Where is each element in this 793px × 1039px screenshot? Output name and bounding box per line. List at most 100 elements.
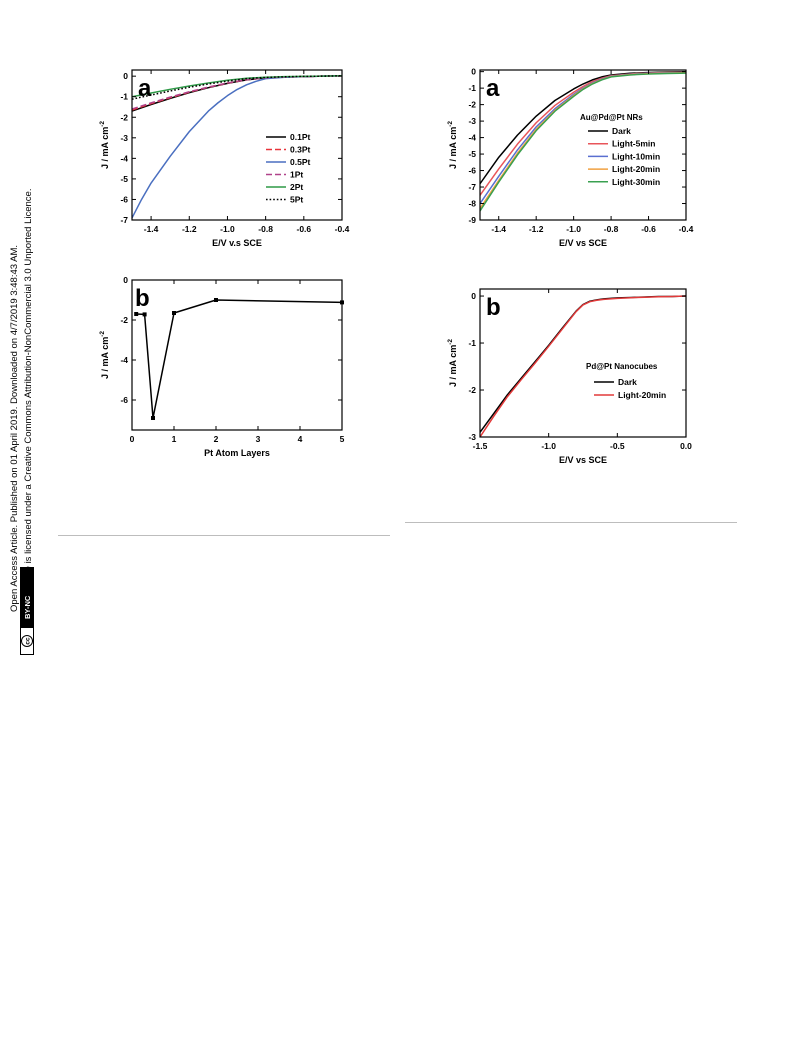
y-axis-label-superscript: -2 <box>99 121 106 127</box>
y-tick-label-3: -3 <box>468 432 476 442</box>
data-point-3 <box>172 311 176 315</box>
legend-entry-1: 0.3Pt <box>290 145 310 155</box>
x-tick-label-5: 5 <box>340 434 345 444</box>
y-tick-label-1: -1 <box>468 83 476 93</box>
notice-line-1: Open Access Article. Published on 01 Apr… <box>9 245 20 612</box>
legend-entry-0: Dark <box>618 377 637 387</box>
y-axis-label-superscript: -2 <box>447 121 454 127</box>
panel-label: a <box>486 75 500 102</box>
x-axis-label: E/V vs SCE <box>559 455 607 465</box>
y-tick-label-2: -2 <box>468 385 476 395</box>
y-tick-label-0: 0 <box>471 291 476 301</box>
series-line-4 <box>132 75 342 98</box>
y-axis-label: J / mA cm-2 <box>99 121 110 169</box>
y-tick-label-5: -5 <box>468 149 476 159</box>
series-line-0 <box>136 299 342 419</box>
y-tick-label-0: 0 <box>123 275 128 285</box>
x-tick-label-2: -1.0 <box>220 224 235 234</box>
x-tick-label-2: -1.0 <box>566 224 581 234</box>
y-tick-label-2: -2 <box>120 112 128 122</box>
x-tick-label-3: -0.8 <box>604 224 619 234</box>
y-tick-label-9: -9 <box>468 215 476 225</box>
legend-entry-3: 1Pt <box>290 170 303 180</box>
x-tick-label-1: -1.2 <box>529 224 544 234</box>
y-axis-label-superscript: -2 <box>447 339 454 345</box>
notice-line-2: This article is licensed under a Creativ… <box>23 189 34 612</box>
data-point-4 <box>214 298 218 302</box>
y-tick-label-3: -6 <box>120 395 128 405</box>
panel-label: b <box>135 285 150 312</box>
y-axis-label-text: J / mA cm <box>100 337 110 379</box>
cc-icon <box>21 635 33 647</box>
data-point-0 <box>134 312 139 316</box>
y-tick-label-5: -5 <box>120 174 128 184</box>
y-axis-label: J / mA cm-2 <box>447 121 458 169</box>
plot-frame <box>131 69 343 221</box>
legend-entry-1: Light-5min <box>612 139 655 149</box>
x-tick-label-1: -1.0 <box>541 441 556 451</box>
series-line-3 <box>132 75 342 110</box>
x-tick-label-0: -1.5 <box>473 441 488 451</box>
y-tick-label-1: -2 <box>120 315 128 325</box>
cc-license-badge[interactable]: cc BY-NC <box>20 567 34 655</box>
y-tick-label-4: -4 <box>120 153 128 163</box>
series-line-5 <box>132 75 342 100</box>
legend-entry-5: 5Pt <box>290 195 303 205</box>
x-tick-label-0: -1.4 <box>144 224 159 234</box>
y-tick-label-0: 0 <box>123 71 128 81</box>
y-tick-label-1: -1 <box>120 92 128 102</box>
x-axis-label: E/V v.s SCE <box>212 238 262 248</box>
left-column-divider <box>58 535 390 536</box>
x-axis-label: E/V vs SCE <box>559 238 607 248</box>
chart-right-b: -1.5 -1.0 -0.5 0.0 0 -1 -2 -3 E/V vs SCE J / mA c… <box>447 288 692 465</box>
x-tick-label-5: -0.4 <box>335 224 350 234</box>
x-tick-label-3: -0.8 <box>258 224 273 234</box>
legend: Au@Pd@Pt NRs Dark Light-5min Light-10min Lig… <box>580 113 660 187</box>
y-axis-label-text: J / mA cm <box>448 345 458 387</box>
legend-entry-2: 0.5Pt <box>290 157 310 167</box>
y-tick-label-0: 0 <box>471 67 476 77</box>
legend-title: Au@Pd@Pt NRs <box>580 113 643 122</box>
x-tick-label-3: 3 <box>256 434 261 444</box>
series-line-1 <box>480 295 686 437</box>
panel-label: b <box>486 294 501 321</box>
legend: Pd@Pt Nanocubes Dark Light-20min <box>586 362 666 400</box>
x-tick-label-1: -1.2 <box>182 224 197 234</box>
right-column-divider <box>405 522 737 523</box>
y-axis-label-text: J / mA cm <box>448 127 458 169</box>
legend-title: Pd@Pt Nanocubes <box>586 362 658 371</box>
x-tick-label-4: -0.6 <box>641 224 656 234</box>
x-axis-label: Pt Atom Layers <box>204 448 270 458</box>
x-tick-label-4: 4 <box>298 434 303 444</box>
legend-entry-0: 0.1Pt <box>290 132 310 142</box>
x-tick-label-0: -1.4 <box>491 224 506 234</box>
legend-entry-0: Dark <box>612 126 631 136</box>
x-tick-label-4: -0.6 <box>296 224 311 234</box>
legend-entry-4: Light-30min <box>612 177 660 187</box>
y-axis-label-text: J / mA cm <box>100 127 110 169</box>
plot-frame <box>479 288 687 438</box>
series-line-4 <box>480 72 686 212</box>
data-point-1 <box>142 312 147 317</box>
y-tick-label-6: -6 <box>120 194 128 204</box>
open-access-notice: Open Access Article. Published on 01 Apr… <box>9 189 34 655</box>
y-tick-label-3: -3 <box>120 133 128 143</box>
y-tick-label-2: -4 <box>120 355 128 365</box>
by-nc-label: BY-NC <box>23 595 32 619</box>
legend-entry-2: Light-10min <box>612 151 660 161</box>
x-tick-label-0: 0 <box>130 434 135 444</box>
y-tick-label-1: -1 <box>468 338 476 348</box>
y-axis-label: J / mA cm-2 <box>99 331 110 379</box>
chart-left-a: -1.4 -1.2 -1.0 -0.8 -0.6 -0.4 0 -1 -2 -3 -4 -5 -6 -7 E… <box>99 69 350 248</box>
y-tick-label-2: -2 <box>468 100 476 110</box>
plot-frame <box>131 279 343 431</box>
y-tick-label-6: -6 <box>468 166 476 176</box>
y-tick-label-7: -7 <box>120 215 128 225</box>
legend-entry-3: Light-20min <box>612 164 660 174</box>
legend-entry-1: Light-20min <box>618 390 666 400</box>
y-axis-label-superscript: -2 <box>99 331 106 337</box>
plot-frame <box>479 69 687 221</box>
x-tick-label-5: -0.4 <box>679 224 694 234</box>
y-tick-label-7: -7 <box>468 182 476 192</box>
